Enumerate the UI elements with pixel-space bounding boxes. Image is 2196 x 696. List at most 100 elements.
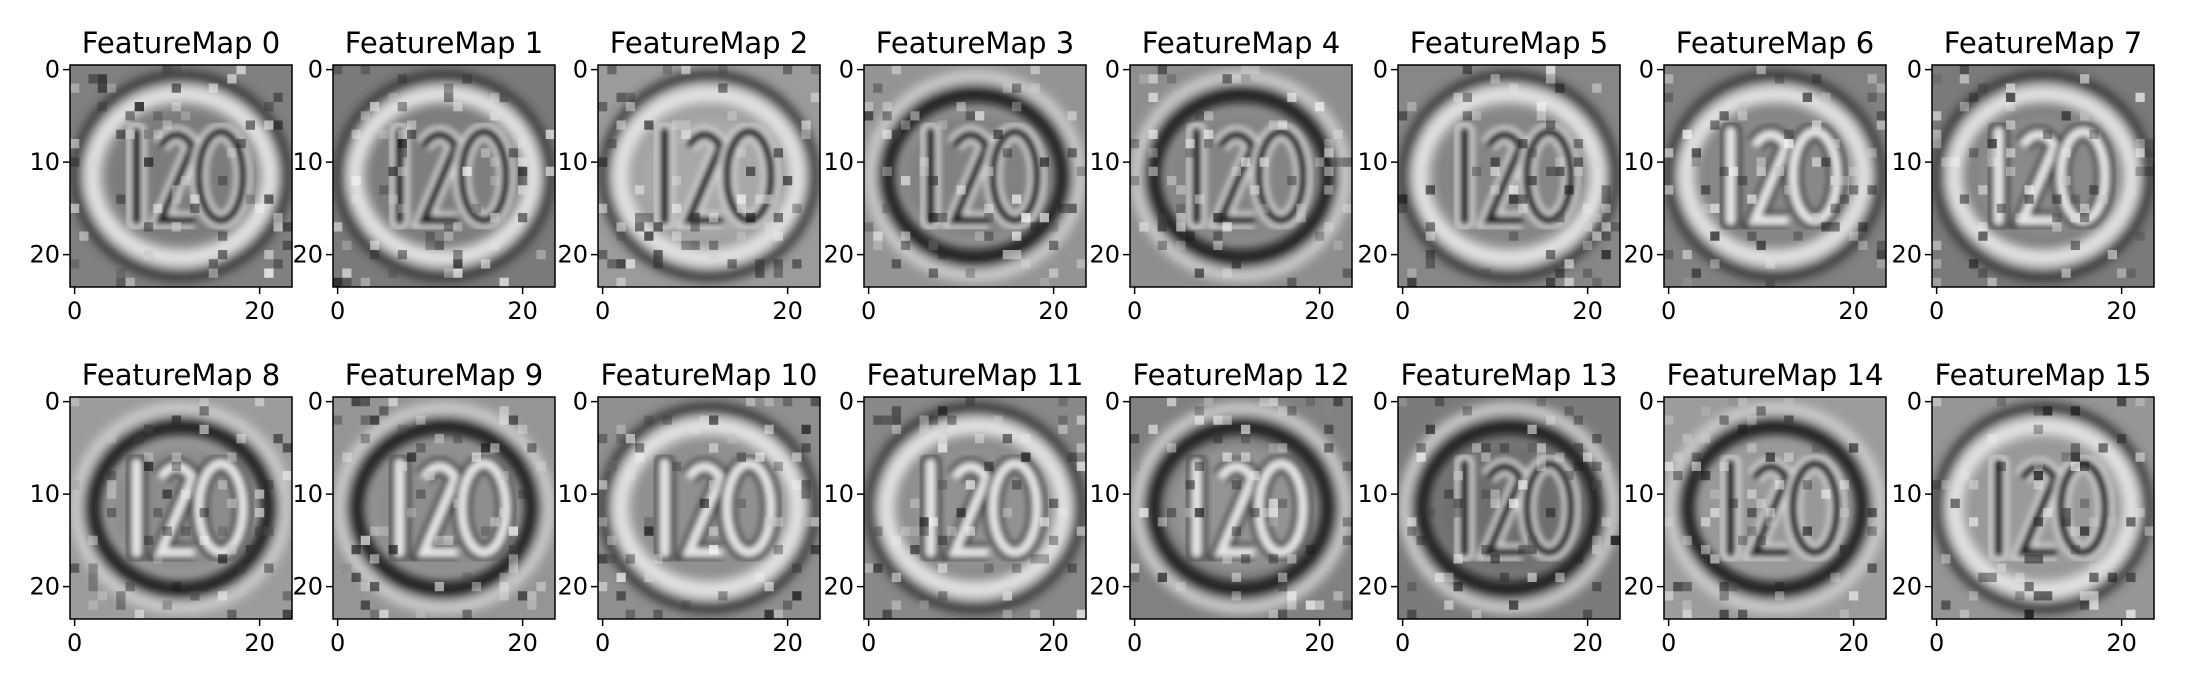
panel-title: FeatureMap 6 [1676,26,1874,60]
y-tick-label: 20 [1357,241,1388,269]
x-tick-label: 20 [1038,629,1069,657]
axes-frame [1397,396,1621,620]
y-tick-label: 0 [1373,388,1388,416]
y-tick-label: 0 [1639,388,1654,416]
feature-map-image [1664,397,1886,619]
y-tick-label: 10 [823,148,854,176]
x-tick-label: 20 [244,297,275,325]
x-tick-label: 0 [67,297,82,325]
y-tick-label: 20 [557,573,588,601]
feature-map-image [598,65,820,287]
x-tick-label: 0 [1127,629,1142,657]
panel-title: FeatureMap 14 [1667,358,1884,392]
feature-map-image [1398,65,1620,287]
axes-frame [597,396,821,620]
panel-title: FeatureMap 7 [1944,26,2142,60]
x-tick-label: 0 [861,629,876,657]
axes-frame [332,64,556,288]
y-tick-label: 10 [292,148,323,176]
panel-title: FeatureMap 3 [876,26,1074,60]
feature-map-image [1932,65,2154,287]
y-tick-label: 0 [839,56,854,84]
y-tick-label: 10 [823,480,854,508]
y-tick-label: 20 [823,573,854,601]
x-tick-label: 20 [507,629,538,657]
y-tick-label: 20 [29,573,60,601]
axes-frame [69,396,293,620]
panel-title: FeatureMap 9 [345,358,543,392]
axes-frame [1663,64,1887,288]
y-tick-label: 20 [29,241,60,269]
axes-frame [1129,64,1353,288]
y-tick-label: 20 [1623,241,1654,269]
x-tick-label: 20 [1572,297,1603,325]
axes-frame [1129,396,1353,620]
panel-title: FeatureMap 10 [601,358,818,392]
y-tick-label: 0 [1907,56,1922,84]
y-tick-label: 20 [1891,573,1922,601]
feature-map-image [70,65,292,287]
feature-map-image [1398,397,1620,619]
panel-title: FeatureMap 0 [82,26,280,60]
y-tick-label: 0 [839,388,854,416]
x-tick-label: 0 [1661,297,1676,325]
x-tick-label: 0 [1929,629,1944,657]
panel-title: FeatureMap 2 [610,26,808,60]
x-tick-label: 0 [330,297,345,325]
feature-map-image [70,397,292,619]
y-tick-label: 0 [1373,56,1388,84]
feature-map-image [864,65,1086,287]
axes-frame [863,64,1087,288]
panel-title: FeatureMap 11 [867,358,1084,392]
x-tick-label: 0 [1661,629,1676,657]
x-tick-label: 0 [1127,297,1142,325]
x-tick-label: 20 [1304,629,1335,657]
feature-map-image [1130,397,1352,619]
panel-title: FeatureMap 13 [1401,358,1618,392]
feature-map-image [333,65,555,287]
axes-frame [332,396,556,620]
panel-title: FeatureMap 1 [345,26,543,60]
y-tick-label: 0 [45,56,60,84]
y-tick-label: 10 [1357,148,1388,176]
y-tick-label: 0 [1105,388,1120,416]
y-tick-label: 10 [29,480,60,508]
y-tick-label: 20 [292,241,323,269]
x-tick-label: 0 [1395,297,1410,325]
axes-frame [597,64,821,288]
y-tick-label: 10 [292,480,323,508]
y-tick-label: 20 [1623,573,1654,601]
x-tick-label: 20 [1304,297,1335,325]
y-tick-label: 20 [1089,241,1120,269]
y-tick-label: 20 [1891,241,1922,269]
y-tick-label: 10 [1623,480,1654,508]
x-tick-label: 0 [1929,297,1944,325]
x-tick-label: 0 [595,629,610,657]
x-tick-label: 20 [1038,297,1069,325]
x-tick-label: 20 [1572,629,1603,657]
y-tick-label: 0 [1639,56,1654,84]
x-tick-label: 0 [67,629,82,657]
x-tick-label: 0 [595,297,610,325]
y-tick-label: 20 [1357,573,1388,601]
axes-frame [863,396,1087,620]
feature-map-image [333,397,555,619]
y-tick-label: 0 [573,56,588,84]
x-tick-label: 0 [1395,629,1410,657]
axes-frame [1931,64,2155,288]
panel-title: FeatureMap 5 [1410,26,1608,60]
x-tick-label: 20 [772,297,803,325]
y-tick-label: 0 [1907,388,1922,416]
